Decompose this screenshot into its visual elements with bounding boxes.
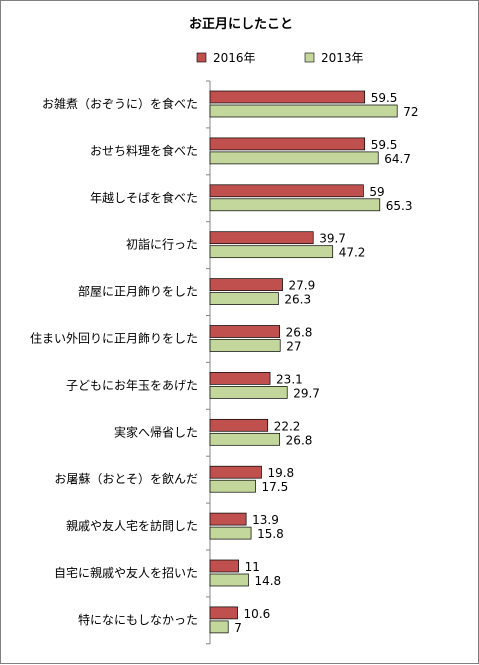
bar-series2 [209, 573, 249, 587]
bar-series2 [209, 198, 381, 212]
bar-series2 [209, 339, 281, 352]
bar-series2 [209, 151, 379, 165]
bar-series1 [209, 418, 269, 432]
bar-series1 [209, 325, 281, 338]
category-label: 親戚や友人宅を訪問した [66, 518, 198, 533]
bar-series1 [209, 90, 366, 104]
data-label: 10.6 [244, 607, 271, 621]
data-label: 39.7 [319, 232, 346, 246]
bar-series2 [209, 479, 256, 493]
data-label: 64.7 [384, 152, 411, 166]
legend-label-1: 2013年 [321, 51, 364, 65]
data-label: 65.3 [386, 199, 413, 213]
bar-series1 [209, 231, 314, 245]
data-label: 17.5 [262, 480, 289, 494]
data-label: 7 [234, 621, 242, 635]
bar-series2 [209, 292, 279, 305]
category-label: お雑煮（おぞうに）を食べた [42, 96, 198, 111]
bar-series2 [209, 620, 229, 634]
category-label: 住まい外回りに正月飾りをした [30, 332, 198, 346]
data-label: 26.3 [284, 293, 311, 307]
category-label: 年越しそばを食べた [90, 190, 198, 205]
data-label: 47.2 [339, 246, 366, 260]
category-label: 実家へ帰省した [114, 424, 198, 439]
data-label: 27.9 [289, 279, 316, 293]
data-label: 59 [369, 185, 384, 199]
bar-series2 [209, 245, 334, 259]
bar-series2 [209, 386, 288, 399]
category-label: 特になにもしなかった [78, 612, 198, 627]
data-label: 29.7 [293, 386, 320, 400]
bar-series1 [209, 372, 271, 385]
data-label: 13.9 [252, 513, 279, 527]
bar-series1 [209, 465, 262, 479]
data-label: 26.8 [286, 326, 313, 340]
bar-series2 [209, 526, 252, 540]
category-label: おせち料理を食べた [90, 143, 198, 158]
legend-swatch-0 [196, 52, 207, 63]
data-label: 19.8 [267, 466, 294, 480]
category-label: 自宅に親戚や友人を招いた [54, 565, 198, 580]
data-label: 59.5 [371, 138, 398, 152]
category-label: 初詣に行った [126, 238, 198, 252]
data-label: 14.8 [254, 574, 281, 588]
category-label: お屠蘇（おとそ）を飲んだ [54, 471, 198, 486]
data-label: 72 [403, 105, 418, 119]
bar-series2 [209, 104, 398, 118]
data-label: 15.8 [257, 527, 284, 541]
bar-series1 [209, 137, 366, 151]
bar-series1 [209, 512, 247, 526]
category-label: 子どもにお年玉をあげた [66, 378, 198, 392]
data-label: 11 [245, 560, 260, 574]
bar-series1 [209, 559, 239, 573]
bar-series2 [209, 432, 281, 446]
legend-swatch-1 [304, 52, 315, 63]
bar-series1 [209, 184, 364, 198]
bar-series1 [209, 606, 238, 620]
legend: 2016年 2013年 [196, 51, 364, 65]
data-label: 22.2 [274, 419, 301, 433]
data-label: 23.1 [276, 372, 303, 386]
data-label: 27 [286, 340, 301, 354]
bar-series1 [209, 278, 283, 291]
data-label: 26.8 [286, 433, 313, 447]
legend-label-0: 2016年 [213, 51, 256, 65]
chart-title: お正月にしたこと [189, 17, 293, 32]
category-label: 部屋に正月飾りをした [78, 284, 198, 299]
data-label: 59.5 [371, 91, 398, 105]
